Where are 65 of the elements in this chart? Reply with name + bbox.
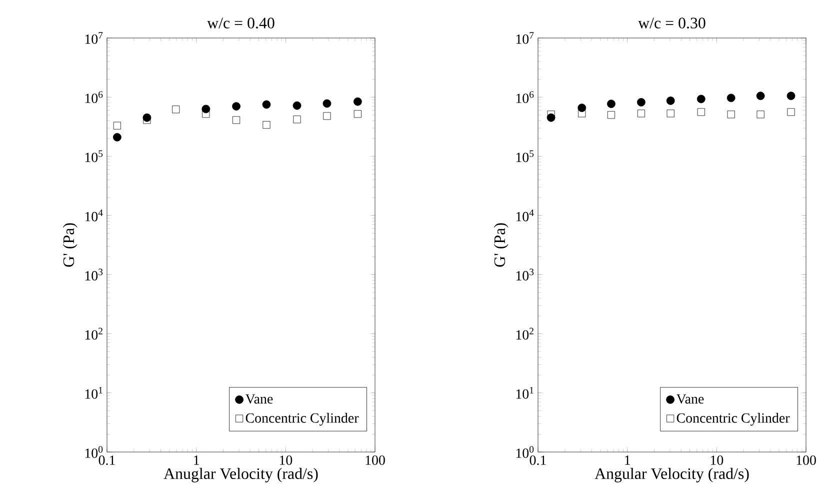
- y-tick-label: 10$^{7}$: [516, 32, 534, 44]
- x-tick-label: 10: [280, 456, 292, 465]
- x-tick-label: 0.1: [530, 456, 546, 465]
- x-axis-title: Angular Velocity (rad/s): [594, 468, 749, 482]
- y-tick-label: 10$^{2}$: [516, 328, 534, 340]
- point: [262, 121, 270, 129]
- y-tick-label: 10$^{5}$: [85, 150, 103, 162]
- x-tick-label: 1: [625, 456, 630, 465]
- point: [578, 104, 586, 112]
- point: [112, 133, 122, 142]
- y-axis-title: G' (Pa): [62, 223, 78, 267]
- point: [697, 108, 705, 116]
- point: [547, 110, 555, 118]
- point: [786, 92, 796, 100]
- point: [202, 104, 210, 114]
- legend-label: Vane: [245, 394, 273, 404]
- point: [232, 102, 240, 110]
- x-tick-label: 0.1: [98, 456, 115, 465]
- legend-label: Concentric Cylinder: [246, 412, 359, 426]
- point: [726, 94, 736, 102]
- point: [607, 100, 616, 108]
- x-tick-label: 10: [710, 456, 724, 465]
- legend-label: Concentric Cylinder: [676, 412, 790, 426]
- point: [666, 110, 674, 118]
- x-tick-label: 100: [796, 456, 816, 465]
- y-tick-label: 10$^{6}$: [85, 91, 103, 104]
- y-tick-label: 10$^{5}$: [516, 150, 534, 162]
- x-tick-label: 1: [194, 456, 199, 465]
- y-tick-label: 10$^{4}$: [85, 210, 103, 222]
- y-tick-label: 10$^{6}$: [516, 91, 534, 104]
- point: [696, 94, 706, 104]
- point: [202, 110, 210, 118]
- point: [637, 98, 646, 106]
- y-tick-label: 10$^{2}$: [85, 328, 102, 340]
- point: [578, 110, 586, 118]
- point: [293, 116, 301, 124]
- point: [607, 111, 615, 119]
- point: [262, 100, 271, 109]
- chart-title: w/c = 0.40: [207, 18, 274, 28]
- y-tick-label: 10$^{4}$: [516, 210, 534, 222]
- point: [727, 110, 735, 118]
- point: [322, 99, 332, 108]
- y-tick-label: 10$^{1}$: [85, 386, 102, 399]
- legend-label: Vane: [676, 394, 704, 404]
- point: [756, 110, 764, 118]
- y-tick-label: 10$^{1}$: [516, 386, 534, 399]
- x-axis-title: Anuglar Velocity (rad/s): [164, 468, 318, 482]
- point: [113, 122, 121, 130]
- point: [353, 97, 362, 106]
- point: [666, 96, 675, 105]
- y-tick-label: 10$^{3}$: [85, 268, 103, 280]
- point: [354, 110, 362, 118]
- point: [172, 106, 180, 114]
- point: [232, 116, 240, 124]
- point: [787, 108, 795, 116]
- point: [143, 116, 151, 124]
- point: [323, 112, 331, 120]
- x-tick-label: 100: [366, 456, 385, 465]
- point: [292, 101, 302, 110]
- point: [637, 110, 645, 118]
- point: [756, 92, 765, 100]
- chart-title: w/c = 0.30: [638, 18, 706, 28]
- y-tick-label: 10$^{7}$: [85, 32, 103, 44]
- y-tick-label: 10$^{3}$: [516, 268, 534, 280]
- y-axis-title: G' (Pa): [494, 223, 508, 267]
